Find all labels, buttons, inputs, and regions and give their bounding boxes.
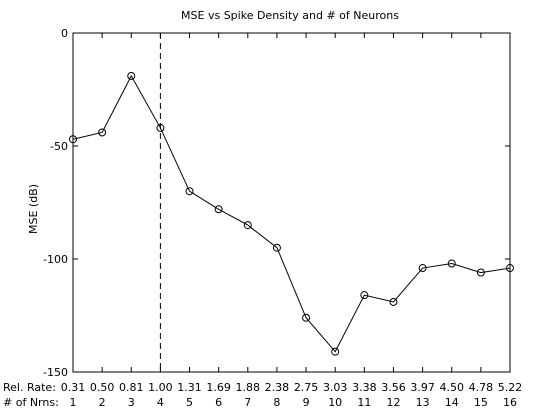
nrns-tick-labels: 1 2 3 4 5 6 7 8 9 10 11 12 13 14 15 16 [70,396,518,409]
nrns-tick-label: 16 [503,396,517,409]
rel-rate-tick-label: 2.75 [294,381,319,394]
nrns-tick-label: 5 [186,396,193,409]
nrns-tick-label: 1 [70,396,77,409]
rel-rate-tick-label: 1.69 [206,381,231,394]
data-point [214,205,223,214]
nrns-tick-label: 2 [99,396,106,409]
rel-rate-tick-label: 0.50 [90,381,115,394]
y-tick-label: -50 [50,140,68,153]
rel-rate-tick-label: 0.31 [61,381,86,394]
rel-rate-row-label: Rel. Rate: [3,381,56,394]
rel-rate-tick-label: 0.81 [119,381,144,394]
y-tick-label: -100 [43,253,68,266]
nrns-tick-label: 4 [157,396,164,409]
data-point [272,243,281,252]
data-point [447,259,456,268]
data-point [476,268,485,277]
x-axis-ticks [72,33,511,372]
data-point [389,297,398,306]
data-point [418,264,427,273]
nrns-tick-label: 13 [416,396,430,409]
series-line [72,74,511,353]
rel-rate-tick-label: 2.38 [265,381,290,394]
y-tick-label: -150 [43,366,68,379]
rel-rate-tick-label: 3.97 [410,381,435,394]
nrns-tick-label: 12 [386,396,400,409]
y-axis-label: MSE (dB) [27,184,40,234]
data-point [302,313,311,322]
data-point-markers [69,71,514,356]
data-point [360,291,369,300]
data-point [331,347,340,356]
nrns-tick-label: 11 [357,396,371,409]
nrns-tick-label: 7 [244,396,251,409]
plot-area-frame [72,32,511,373]
nrns-tick-label: 3 [128,396,135,409]
rel-rate-tick-label: 5.22 [498,381,523,394]
data-point [69,135,77,144]
rel-rate-tick-labels: 0.31 0.50 0.81 1.00 1.31 1.69 1.88 2.38 2.75 3.03… [61,381,523,394]
rel-rate-tick-label: 1.31 [177,381,202,394]
data-point [156,123,165,132]
data-point [185,187,194,196]
nrns-tick-label: 15 [474,396,488,409]
rel-rate-tick-label: 4.50 [439,381,464,394]
y-axis-ticks: 0 -50 -100 -150 [43,27,510,379]
rel-rate-tick-label: 3.56 [381,381,406,394]
nrns-tick-label: 8 [273,396,280,409]
nrns-row-label: # of Nrns: [3,396,59,409]
data-point [243,221,252,230]
data-point [98,128,107,137]
rel-rate-tick-label: 1.88 [236,381,261,394]
nrns-tick-label: 9 [303,396,310,409]
rel-rate-tick-label: 3.38 [352,381,377,394]
data-point [127,71,136,80]
rel-rate-tick-label: 1.00 [148,381,173,394]
rel-rate-tick-label: 3.03 [323,381,348,394]
nrns-tick-label: 14 [445,396,459,409]
nrns-tick-label: 10 [328,396,342,409]
rel-rate-tick-label: 4.78 [469,381,494,394]
chart-title: MSE vs Spike Density and # of Neurons [181,9,399,22]
y-tick-label: 0 [61,27,68,40]
nrns-tick-label: 6 [215,396,222,409]
data-point [506,264,514,273]
